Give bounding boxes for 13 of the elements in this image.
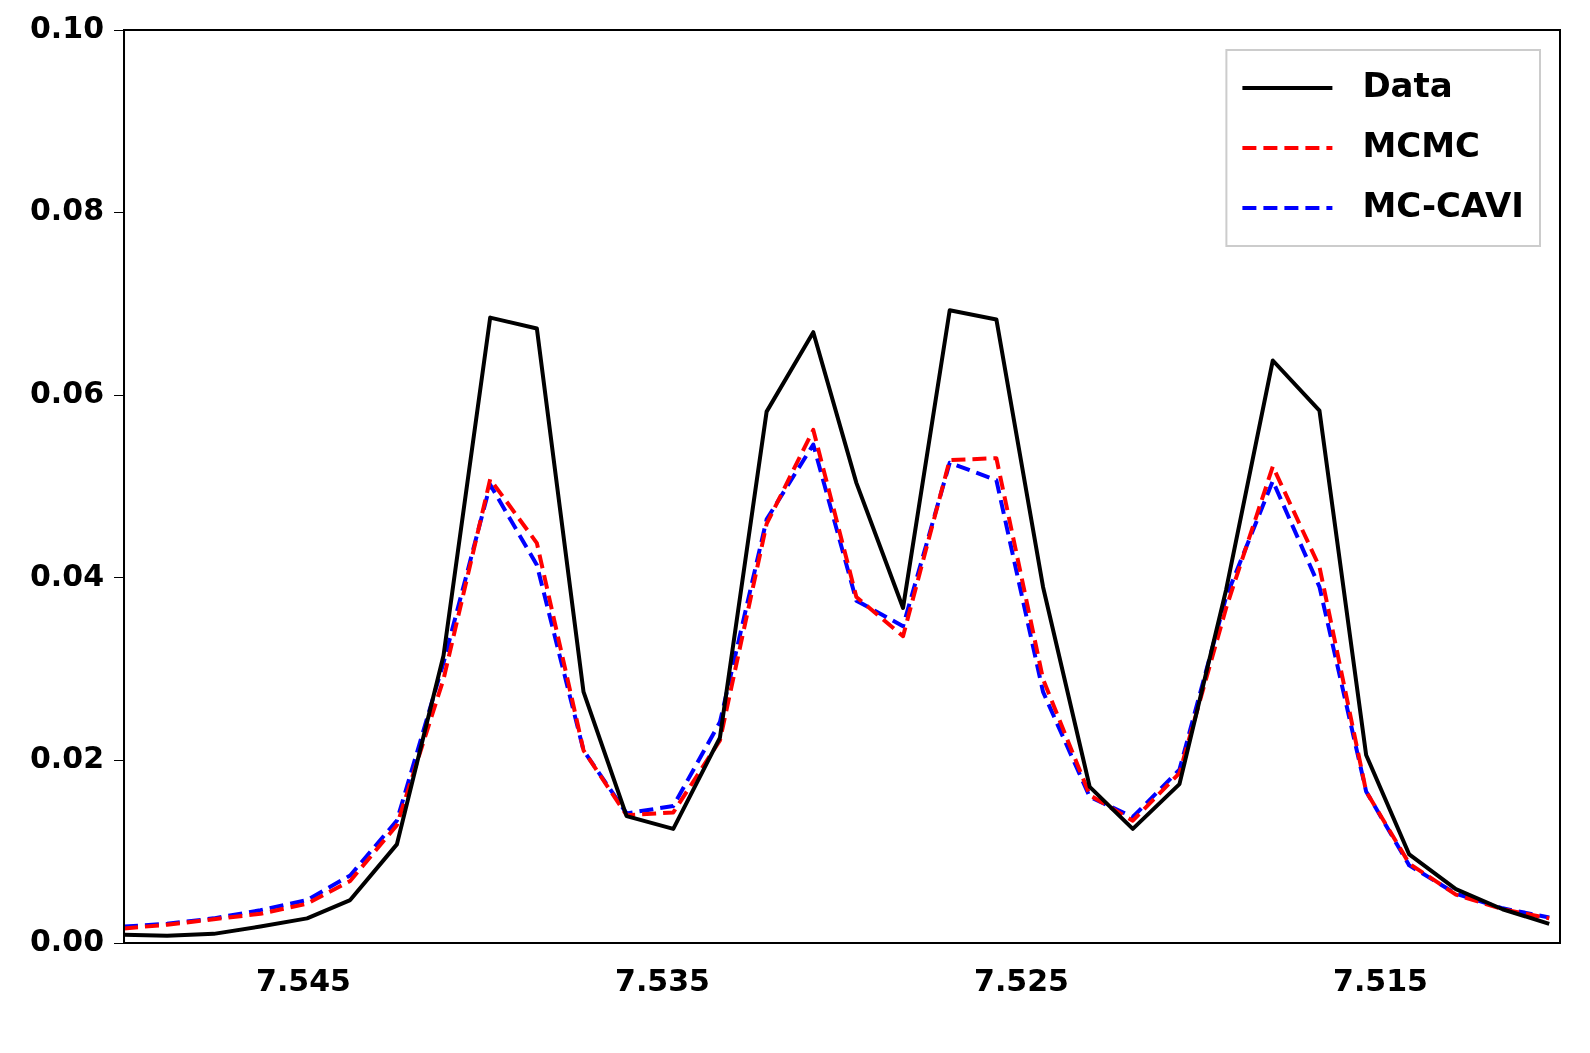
y-tick-label: 0.06 xyxy=(29,375,105,410)
x-tick-label: 7.525 xyxy=(974,962,1069,998)
x-tick-label: 7.515 xyxy=(1333,962,1428,998)
x-tick-label: 7.535 xyxy=(615,962,710,998)
y-tick-label: 0.04 xyxy=(29,557,105,593)
legend-label: Data xyxy=(1362,64,1453,105)
x-tick-label: 7.545 xyxy=(256,962,351,998)
y-tick-label: 0.00 xyxy=(29,922,105,958)
y-tick-label: 0.10 xyxy=(29,9,105,45)
legend-label: MC-CAVI xyxy=(1362,184,1525,225)
y-tick-label: 0.08 xyxy=(29,192,105,228)
y-tick-label: 0.02 xyxy=(29,740,105,776)
legend-label: MCMC xyxy=(1362,124,1480,165)
